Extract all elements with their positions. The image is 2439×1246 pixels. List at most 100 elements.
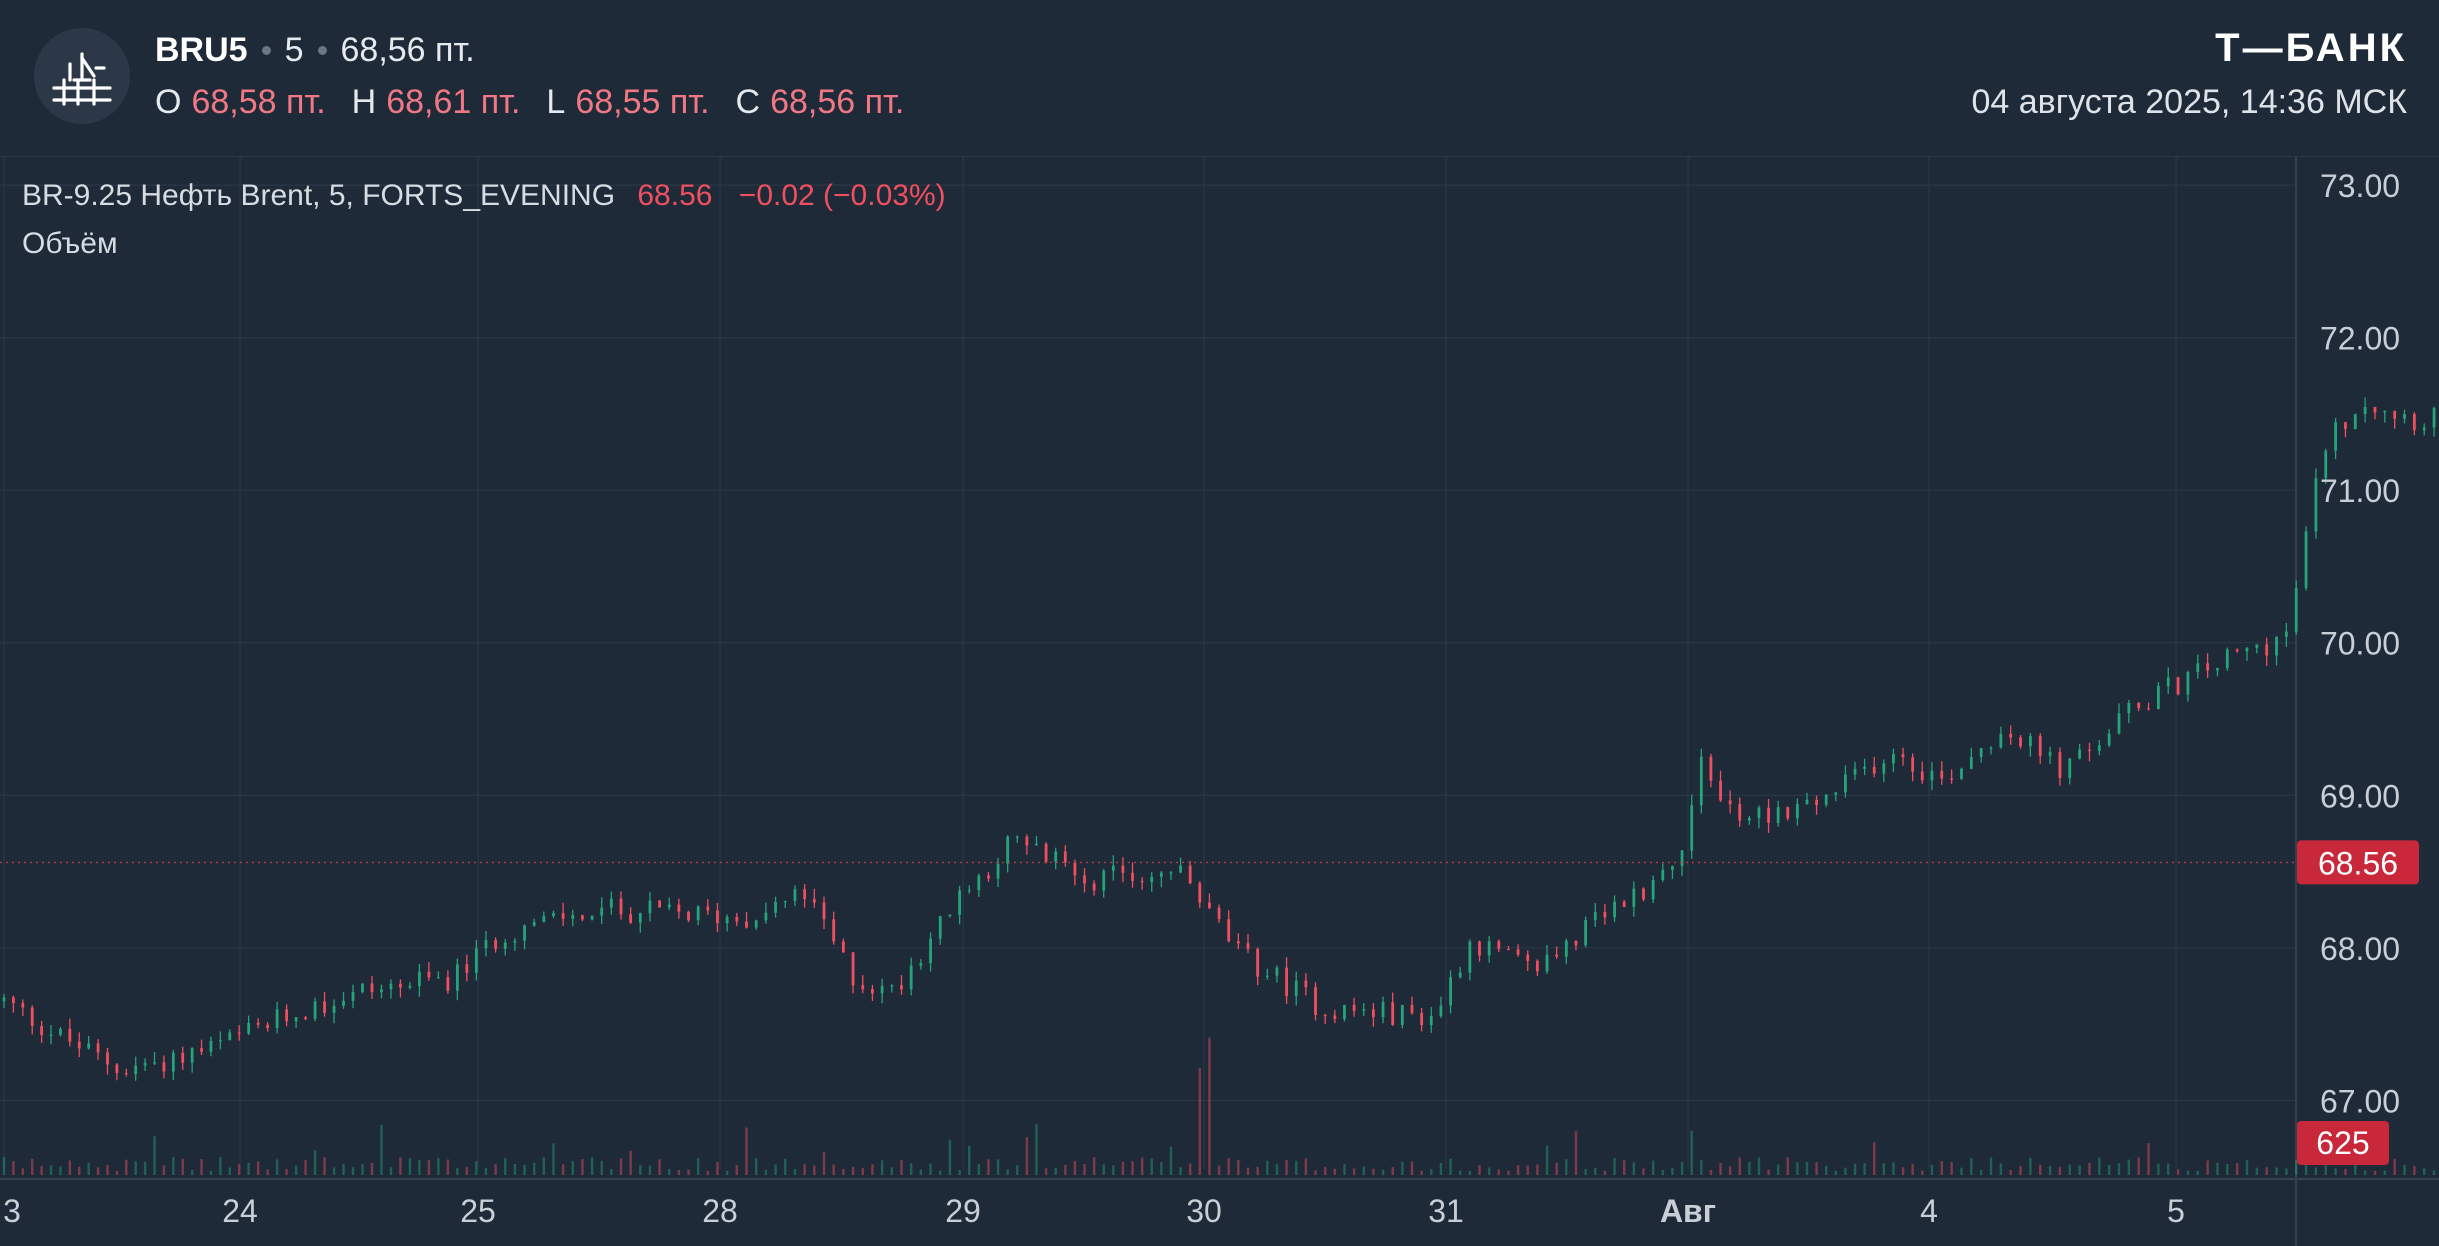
volume-bar bbox=[256, 1161, 260, 1175]
volume-bar bbox=[247, 1163, 250, 1175]
candle-body bbox=[1661, 869, 1665, 880]
candle-body bbox=[880, 986, 884, 994]
candle-body bbox=[30, 1007, 34, 1026]
volume-bar bbox=[1140, 1157, 1144, 1175]
candle-body bbox=[2078, 749, 2082, 759]
candle-body bbox=[2137, 702, 2141, 709]
y-tick-label: 73.00 bbox=[2320, 168, 2400, 204]
volume-bar bbox=[1188, 1163, 1192, 1175]
volume-bar bbox=[1295, 1160, 1298, 1175]
series-legend[interactable]: BR-9.25 Нефть Brent, 5, FORTS_EVENING 68… bbox=[22, 179, 946, 213]
volume-bar bbox=[939, 1170, 942, 1175]
candle-body bbox=[2147, 708, 2150, 710]
volume-bar bbox=[2058, 1166, 2062, 1175]
candle-body bbox=[1853, 768, 1857, 775]
volume-bar bbox=[1217, 1165, 1221, 1175]
volume-bar bbox=[1815, 1162, 1818, 1175]
volume-bar bbox=[2107, 1164, 2111, 1175]
candle-body bbox=[2284, 631, 2288, 637]
candle-body bbox=[2373, 407, 2377, 413]
volume-bar bbox=[1208, 1037, 1211, 1175]
volume-bar bbox=[1487, 1167, 1491, 1175]
y-tick-label: 72.00 bbox=[2320, 321, 2400, 357]
volume-bar bbox=[832, 1164, 835, 1175]
volume-bar bbox=[68, 1160, 72, 1175]
candle-body bbox=[552, 913, 555, 917]
volume-bar bbox=[427, 1160, 431, 1175]
candle-body bbox=[503, 942, 507, 949]
candle-body bbox=[1343, 1005, 1346, 1020]
candle-body bbox=[1642, 888, 1645, 900]
volume-bar bbox=[31, 1158, 34, 1175]
volume-bar bbox=[1044, 1168, 1048, 1175]
chart-area[interactable]: 73.00 72.00 71.00 70.00 69.00 68.00 67.00 68.56… bbox=[0, 157, 2439, 1246]
series-change: −0.02 (−0.03%) bbox=[738, 179, 946, 212]
candle-body bbox=[115, 1064, 119, 1074]
x-tick-label: 4 bbox=[1920, 1193, 1938, 1229]
candle-body bbox=[1073, 862, 1077, 876]
volume-bar bbox=[143, 1161, 147, 1175]
volume-bar bbox=[1381, 1169, 1385, 1175]
candle-body bbox=[861, 985, 865, 990]
volume-bar bbox=[1073, 1160, 1077, 1175]
candle-body bbox=[1140, 880, 1144, 883]
candle-body bbox=[2088, 749, 2091, 751]
volume-bar bbox=[784, 1158, 787, 1175]
candle-body bbox=[2117, 713, 2121, 734]
candle-body bbox=[2383, 410, 2387, 413]
candle-body bbox=[77, 1041, 81, 1049]
volume-bar bbox=[2344, 1168, 2347, 1175]
brand-logo: Т—БАНК bbox=[2215, 26, 2407, 70]
volume-bar bbox=[1565, 1159, 1568, 1175]
volume-bar bbox=[275, 1159, 279, 1175]
candle-body bbox=[1960, 768, 1963, 779]
candle-body bbox=[162, 1062, 166, 1072]
volume-bar bbox=[1700, 1159, 1703, 1175]
candle-body bbox=[1198, 883, 1202, 903]
candle-body bbox=[2196, 663, 2200, 673]
candle-body bbox=[1584, 920, 1588, 946]
volume-bar bbox=[2304, 1164, 2308, 1175]
last-volume-tag bbox=[2297, 1121, 2389, 1165]
candle-body bbox=[725, 916, 729, 924]
volume-bar bbox=[1536, 1164, 1539, 1175]
candle-body bbox=[687, 911, 690, 921]
volume-bar bbox=[1882, 1163, 1886, 1175]
volume-bar bbox=[1757, 1157, 1761, 1175]
price-chart[interactable]: 73.00 72.00 71.00 70.00 69.00 68.00 67.00 68.56… bbox=[0, 157, 2439, 1246]
candle-body bbox=[774, 901, 777, 913]
candle-body bbox=[2166, 677, 2170, 686]
candle-body bbox=[764, 912, 768, 921]
interval-label[interactable]: 5 bbox=[284, 30, 304, 69]
volume-bar bbox=[2373, 1170, 2377, 1175]
chart-header: BRU5 5 68,56 пт. O 68,58 пт. H 68,61 пт.… bbox=[0, 0, 2439, 157]
volume-bar bbox=[929, 1163, 932, 1175]
volume-bar bbox=[1016, 1165, 1019, 1175]
volume-bar bbox=[1227, 1158, 1230, 1175]
candle-body bbox=[609, 898, 613, 908]
symbol-label[interactable]: BRU5 bbox=[155, 30, 248, 69]
volume-bar bbox=[1960, 1167, 1963, 1175]
candle-body bbox=[389, 983, 393, 990]
volume-bar bbox=[1468, 1170, 1472, 1175]
volume-bar bbox=[668, 1168, 671, 1175]
volume-bar bbox=[2285, 1168, 2288, 1175]
candle-body bbox=[1747, 817, 1751, 821]
volume-bar bbox=[2078, 1165, 2081, 1175]
candle-body bbox=[1786, 807, 1790, 819]
candle-body bbox=[256, 1022, 260, 1025]
candle-body bbox=[696, 906, 700, 921]
candle-body bbox=[1719, 780, 1722, 801]
volume-bar bbox=[2413, 1166, 2416, 1175]
candle-body bbox=[2028, 736, 2032, 747]
candle-body bbox=[638, 913, 642, 923]
volume-legend[interactable]: Объём bbox=[22, 227, 118, 260]
volume-bar bbox=[190, 1169, 194, 1175]
candle-body bbox=[313, 1001, 317, 1019]
candle-body bbox=[455, 964, 459, 991]
candle-body bbox=[1979, 748, 1983, 757]
volume-bar bbox=[1150, 1158, 1153, 1175]
volume-bar bbox=[1112, 1165, 1115, 1175]
volume-bar bbox=[1179, 1167, 1182, 1175]
x-tick-label: 28 bbox=[702, 1193, 738, 1229]
